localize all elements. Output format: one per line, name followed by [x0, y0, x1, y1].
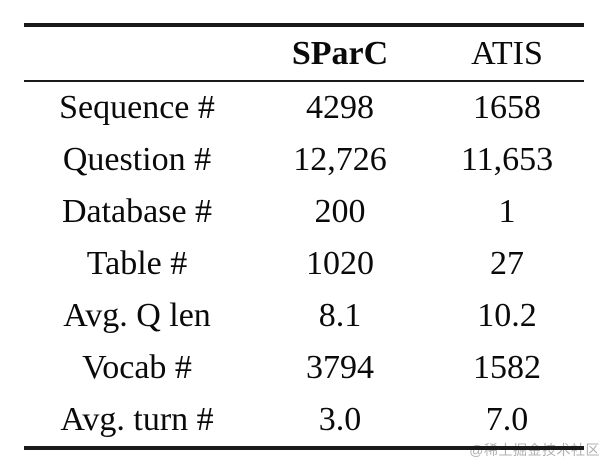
table-bottom-rule — [24, 446, 584, 450]
row-label: Vocab # — [82, 349, 192, 386]
table-row: Table # 1020 27 — [24, 238, 584, 290]
table-mid-rule — [24, 80, 584, 82]
sparc-value: 8.1 — [318, 297, 362, 334]
row-label: Database # — [61, 193, 213, 230]
statistics-table: SParC ATIS Sequence # 4298 1658 Question… — [24, 23, 584, 446]
row-label: Table # — [86, 245, 188, 282]
sparc-value: 4298 — [306, 89, 374, 126]
header-cell-sparc: SParC — [291, 34, 389, 72]
atis-value: 1582 — [473, 349, 541, 386]
juejin-watermark: @稀土掘金技术社区 — [469, 442, 600, 458]
atis-value: 1658 — [473, 89, 541, 126]
table-top-rule — [24, 23, 584, 27]
sparc-value: 12,726 — [293, 141, 387, 178]
table-row: Question # 12,726 11,653 — [24, 134, 584, 186]
row-label: Sequence # — [59, 89, 215, 126]
atis-value: 27 — [490, 245, 524, 282]
table-row: Database # 200 1 — [24, 186, 584, 238]
atis-value: 11,653 — [460, 141, 554, 178]
sparc-value: 3794 — [306, 349, 374, 386]
sparc-value: 1020 — [306, 245, 374, 282]
atis-value: 7.0 — [485, 401, 529, 438]
table-row: Sequence # 4298 1658 — [24, 82, 584, 134]
sparc-value: 3.0 — [318, 401, 362, 438]
table-header-row: SParC ATIS — [24, 27, 584, 80]
table-row: Vocab # 3794 1582 — [24, 342, 584, 394]
row-label: Avg. Q len — [63, 297, 211, 334]
table-row: Avg. turn # 3.0 7.0 — [24, 394, 584, 446]
sparc-value: 200 — [314, 193, 366, 230]
row-label: Question # — [62, 141, 212, 178]
atis-value: 1 — [498, 193, 516, 230]
header-cell-atis: ATIS — [471, 34, 543, 72]
row-label: Avg. turn # — [60, 401, 214, 438]
table-row: Avg. Q len 8.1 10.2 — [24, 290, 584, 342]
atis-value: 10.2 — [477, 297, 537, 334]
